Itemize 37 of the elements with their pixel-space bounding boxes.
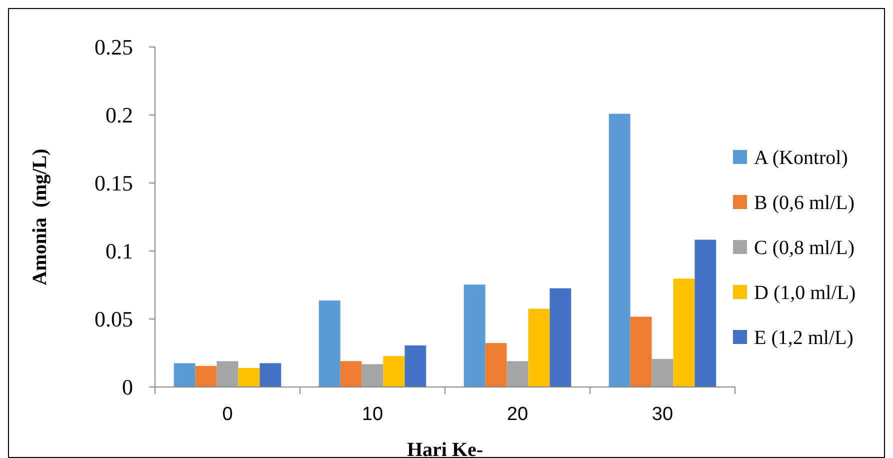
x-tick-label: 10 [362, 404, 384, 425]
bar [195, 366, 217, 387]
bar [506, 361, 528, 387]
x-axis-title: Hari Ke- [406, 439, 484, 458]
x-tick-label: 20 [506, 404, 528, 425]
bar [550, 288, 572, 387]
y-tick-label: 0.1 [106, 238, 133, 264]
legend-label: A (Kontrol) [754, 147, 848, 169]
bar [694, 240, 716, 387]
bar [485, 343, 507, 387]
bar [260, 363, 282, 387]
bar [464, 284, 486, 387]
legend-label: B (0,6 ml/L) [754, 192, 855, 214]
x-tick-label: 0 [222, 404, 233, 425]
y-tick-label: 0.2 [106, 102, 133, 128]
y-tick-label: 0.15 [94, 170, 133, 196]
bar [383, 356, 405, 387]
bar [174, 363, 196, 387]
y-tick-label: 0.25 [94, 34, 133, 60]
bar [630, 316, 652, 387]
y-tick-label: 0 [122, 374, 133, 400]
bar [404, 345, 426, 387]
bar [340, 361, 362, 387]
bar [318, 300, 340, 387]
bar [216, 361, 238, 387]
bar [608, 114, 630, 387]
legend-label: D (1,0 ml/L) [754, 282, 856, 304]
bar [652, 358, 674, 387]
y-axis-title: Amonia (mg/L) [29, 148, 51, 286]
bar [362, 364, 384, 387]
bar [528, 308, 550, 387]
bar [673, 278, 695, 387]
bar [238, 368, 260, 387]
legend-label: E (1,2 ml/L) [754, 327, 854, 349]
legend-label: C (0,8 ml/L) [754, 237, 855, 259]
y-tick-label: 0.05 [94, 306, 133, 332]
x-tick-label: 30 [652, 404, 674, 425]
